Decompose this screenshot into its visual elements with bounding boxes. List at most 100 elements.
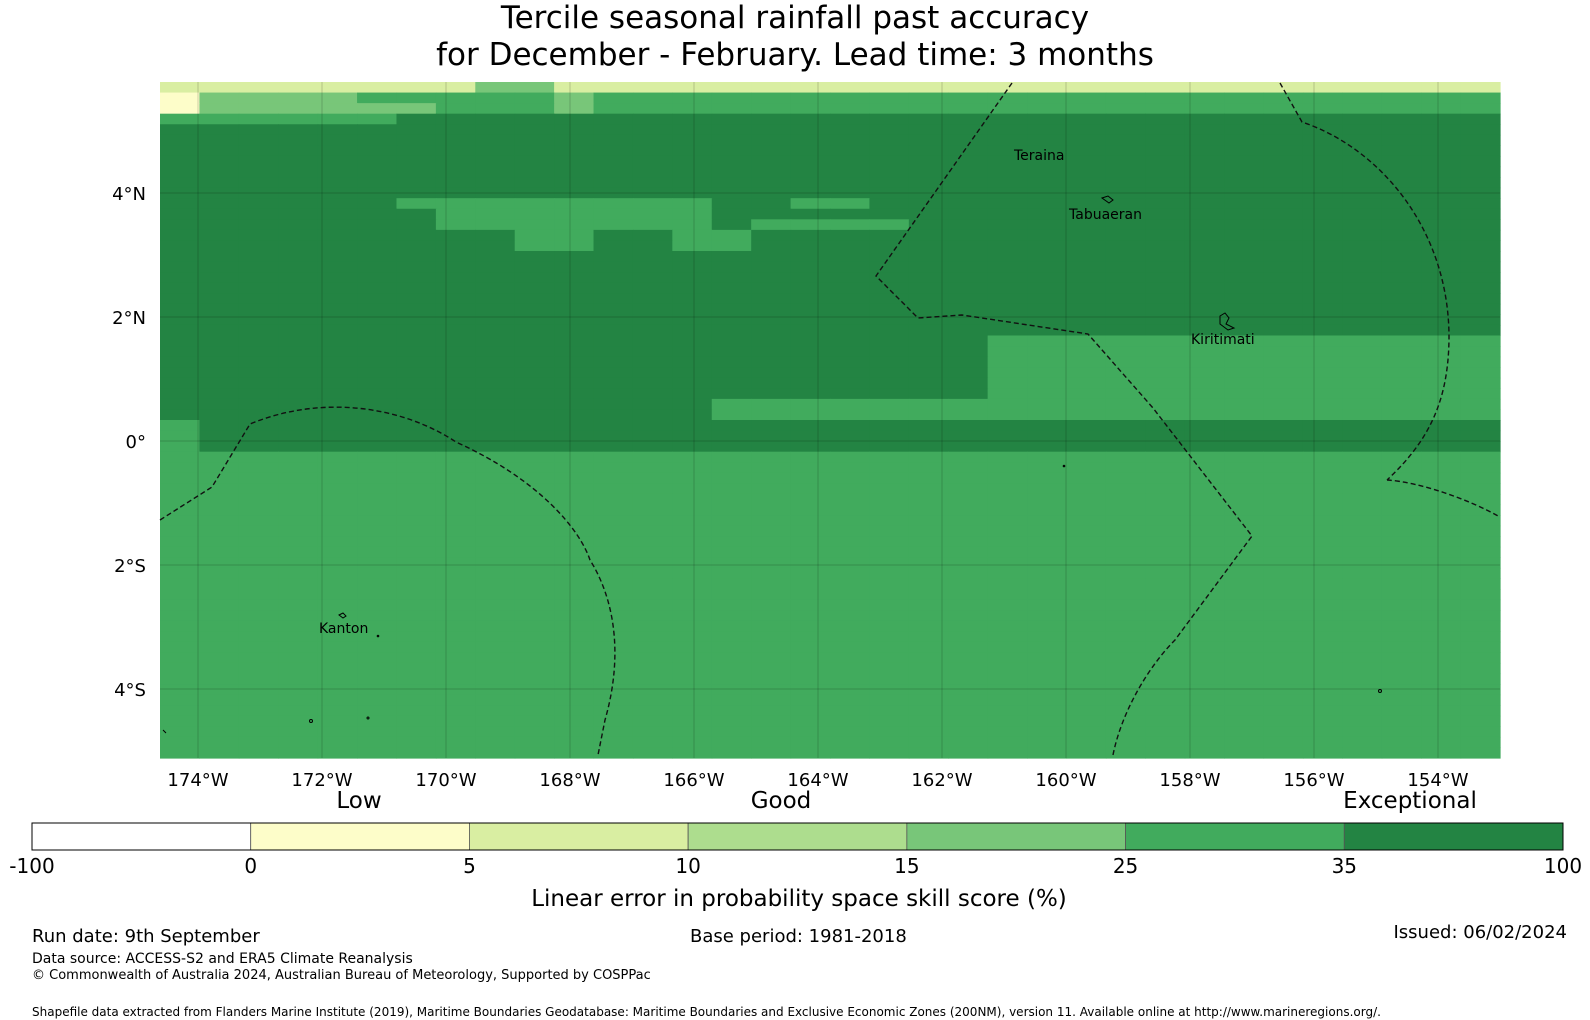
- skill-cell: [908, 409, 949, 421]
- skill-cell: [790, 134, 831, 146]
- skill-cell: [199, 684, 240, 696]
- skill-cell: [908, 92, 949, 104]
- skill-cell: [672, 398, 713, 411]
- skill-cell: [830, 420, 871, 432]
- longitude-tick-label: 168°W: [539, 770, 600, 791]
- skill-cell: [396, 546, 437, 558]
- skill-cell: [672, 578, 713, 590]
- skill-cell: [1184, 124, 1225, 136]
- skill-cell: [1263, 261, 1304, 273]
- skill-cell: [1263, 187, 1304, 199]
- skill-cell: [632, 113, 673, 125]
- skill-cell: [987, 409, 1028, 421]
- skill-cell: [278, 134, 319, 146]
- skill-cell: [238, 103, 279, 115]
- skill-cell: [238, 662, 279, 675]
- skill-cell: [672, 641, 713, 653]
- skill-cell: [869, 620, 910, 632]
- skill-cell: [396, 684, 437, 696]
- skill-cell: [948, 113, 989, 125]
- skill-cell: [908, 166, 949, 178]
- skill-cell: [790, 282, 831, 294]
- skill-cell: [357, 557, 398, 569]
- skill-cell: [672, 684, 713, 696]
- skill-cell: [1027, 567, 1068, 580]
- skill-cell: [1027, 261, 1068, 273]
- skill-cell: [1066, 367, 1107, 379]
- skill-cell: [435, 251, 476, 263]
- skill-cell: [1421, 124, 1462, 136]
- skill-cell: [751, 134, 792, 146]
- skill-cell: [1460, 536, 1501, 548]
- skill-cell: [987, 652, 1028, 664]
- skill-cell: [711, 229, 752, 242]
- skill-cell: [160, 388, 201, 400]
- skill-cell: [1302, 398, 1343, 411]
- skill-cell: [711, 462, 752, 474]
- skill-cell: [1302, 599, 1343, 611]
- skill-cell: [948, 367, 989, 379]
- skill-cell: [396, 398, 437, 411]
- skill-cell: [357, 124, 398, 136]
- skill-cell: [238, 589, 279, 601]
- skill-cell: [1027, 430, 1068, 442]
- skill-cell: [514, 684, 555, 696]
- skill-cell: [1421, 567, 1462, 580]
- colorbar-segment: [469, 822, 689, 851]
- skill-cell: [987, 208, 1028, 220]
- skill-cell: [1105, 420, 1146, 432]
- skill-cell: [1066, 346, 1107, 358]
- skill-cell: [830, 155, 871, 168]
- skill-cell: [1145, 272, 1186, 284]
- skill-cell: [1184, 483, 1225, 495]
- longitude-tick-label: 172°W: [291, 770, 352, 791]
- skill-cell: [1184, 113, 1225, 125]
- skill-cell: [1460, 346, 1501, 358]
- skill-cell: [317, 620, 358, 632]
- skill-cell: [1460, 662, 1501, 675]
- skill-cell: [672, 715, 713, 727]
- skill-cell: [948, 303, 989, 315]
- skill-cell: [830, 134, 871, 146]
- skill-cell: [1224, 208, 1265, 220]
- skill-cell: [1421, 641, 1462, 653]
- skill-cell: [948, 620, 989, 632]
- skill-cell: [1381, 599, 1422, 611]
- skill-cell: [1224, 367, 1265, 379]
- skill-cell: [396, 82, 437, 94]
- skill-cell: [1460, 409, 1501, 421]
- skill-cell: [238, 356, 279, 368]
- skill-cell: [830, 208, 871, 220]
- skill-cell: [1421, 430, 1462, 442]
- skill-cell: [1460, 684, 1501, 696]
- skill-cell: [830, 293, 871, 305]
- skill-cell: [1224, 303, 1265, 315]
- skill-cell: [1066, 335, 1107, 347]
- skill-cell: [554, 684, 595, 696]
- skill-cell: [554, 715, 595, 727]
- skill-cell: [1224, 441, 1265, 453]
- skill-cell: [790, 726, 831, 738]
- skill-cell: [475, 134, 516, 146]
- skill-cell: [435, 82, 476, 94]
- skill-cell: [554, 346, 595, 358]
- skill-cell: [672, 377, 713, 389]
- skill-cell: [908, 314, 949, 326]
- skill-cell: [1066, 504, 1107, 516]
- skill-cell: [435, 113, 476, 125]
- skill-cell: [475, 462, 516, 474]
- skill-cell: [790, 441, 831, 453]
- skill-cell: [593, 261, 634, 273]
- skill-cell: [948, 662, 989, 675]
- skill-cell: [1145, 493, 1186, 506]
- skill-cell: [751, 430, 792, 442]
- skill-cell: [1145, 631, 1186, 643]
- skill-cell: [1105, 177, 1146, 189]
- skill-cell: [593, 166, 634, 178]
- skill-cell: [632, 462, 673, 474]
- skill-cell: [435, 240, 476, 252]
- skill-cell: [435, 145, 476, 157]
- skill-cell: [632, 536, 673, 548]
- skill-cell: [1184, 82, 1225, 94]
- skill-cell: [948, 155, 989, 168]
